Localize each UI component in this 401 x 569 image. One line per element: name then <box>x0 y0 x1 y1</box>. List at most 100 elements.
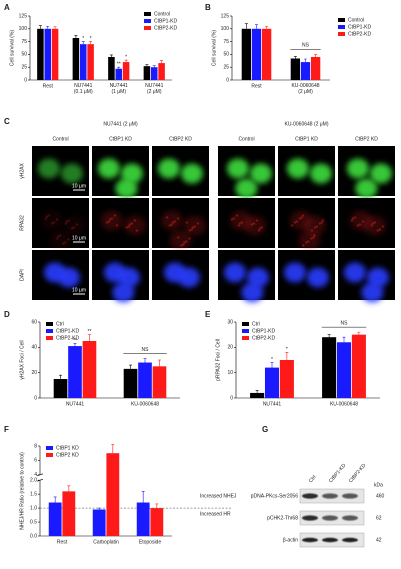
y-axis-label: Cell survival (%) <box>211 30 217 66</box>
focus <box>307 240 310 243</box>
nucleus <box>309 163 332 184</box>
nucleus <box>117 267 140 288</box>
x-tick-label: NU7441 <box>66 401 85 407</box>
focus <box>321 221 323 224</box>
y-axis-label: Cell survival (%) <box>9 30 15 66</box>
focus <box>56 237 59 240</box>
focus <box>351 219 353 222</box>
nucleus <box>249 163 272 184</box>
significance-label: NS <box>341 320 349 326</box>
focus <box>253 222 255 225</box>
significance-label: ** <box>88 329 92 335</box>
bar <box>158 63 165 80</box>
unit-label: kDa <box>374 482 383 488</box>
band <box>322 537 338 543</box>
significance-label: * <box>125 54 127 60</box>
panel-label: F <box>4 425 9 434</box>
nucleus <box>298 230 321 251</box>
y-tick-label: 50 <box>223 52 229 58</box>
focus <box>302 244 305 247</box>
y-tick-label: 0.5 <box>30 519 37 525</box>
focus <box>126 226 128 229</box>
focus <box>186 221 188 224</box>
focus <box>48 214 50 217</box>
y-tick-label: 4 <box>34 472 37 478</box>
focus <box>194 225 196 228</box>
nucleus <box>223 262 246 283</box>
nucleus <box>366 267 389 288</box>
significance-label: ** <box>117 62 121 68</box>
legend-swatch <box>46 453 53 457</box>
bar <box>136 502 150 536</box>
focus <box>291 224 293 227</box>
panel-label: A <box>4 3 10 12</box>
band <box>302 515 318 521</box>
nucleus <box>100 210 123 231</box>
bar <box>92 509 106 536</box>
x-tick-label: NU7441 (1 μM) <box>110 83 129 95</box>
error-bar <box>265 25 269 29</box>
bar <box>138 362 152 398</box>
legend-label: CtBP1-KD <box>154 18 177 24</box>
nucleus <box>120 163 143 184</box>
focus <box>46 215 48 218</box>
focus <box>377 229 379 232</box>
y-tick-label: 10 <box>227 370 233 376</box>
focus <box>174 220 176 223</box>
bar <box>123 368 138 398</box>
column-label: Control <box>52 136 68 142</box>
focus <box>59 234 62 237</box>
bar <box>68 346 82 398</box>
y-tick-label: 125 <box>19 13 28 19</box>
column-label: CtBP1 KD <box>295 136 318 142</box>
focus <box>310 237 313 240</box>
legend-label: Ctrl <box>252 321 260 327</box>
legend-label: CtBP2 KD <box>56 452 79 458</box>
legend-swatch <box>46 336 53 340</box>
y-tick-label: 50 <box>21 52 27 58</box>
nucleus <box>243 215 266 236</box>
focus <box>45 217 47 220</box>
bar <box>150 67 158 80</box>
band <box>342 515 358 521</box>
focus <box>238 224 240 227</box>
error-bar <box>160 60 164 64</box>
focus <box>64 241 67 244</box>
significance-label: * <box>90 36 92 42</box>
bar <box>79 44 87 80</box>
bar <box>62 491 76 536</box>
focus <box>183 241 186 244</box>
x-tick-label: KU-0060648 (2 μM) <box>291 83 319 95</box>
y-tick-label: 125 <box>221 13 230 19</box>
focus <box>236 214 238 217</box>
legend-label: CtBP2-KD <box>348 31 371 37</box>
focus <box>314 226 316 229</box>
y-tick-label: 6 <box>34 458 37 464</box>
focus <box>66 220 68 223</box>
error-bar <box>97 507 101 510</box>
error-bar <box>46 25 50 29</box>
focus <box>114 214 116 217</box>
nucleus <box>286 158 309 179</box>
panel-label: E <box>205 310 211 319</box>
y-tick-label: 40 <box>31 345 37 351</box>
focus <box>56 218 58 221</box>
focus <box>241 221 243 224</box>
focus <box>322 219 324 222</box>
error-bar <box>53 496 57 503</box>
focus <box>192 226 194 229</box>
bar <box>261 28 272 80</box>
focus <box>261 226 263 229</box>
nucleus <box>283 262 306 283</box>
y-tick-label: 20 <box>31 370 37 376</box>
y-tick-label: 60 <box>31 319 37 325</box>
band <box>322 493 338 499</box>
bar <box>143 66 151 80</box>
x-tick-label: Rest <box>251 83 262 89</box>
error-bar <box>145 64 149 67</box>
error-bar <box>357 331 361 335</box>
x-tick-label: KU-0060648 <box>330 401 358 407</box>
y-tick-label: 0 <box>24 77 27 83</box>
scale-bar-label: 10 μm <box>72 235 86 241</box>
nucleus <box>157 158 180 179</box>
